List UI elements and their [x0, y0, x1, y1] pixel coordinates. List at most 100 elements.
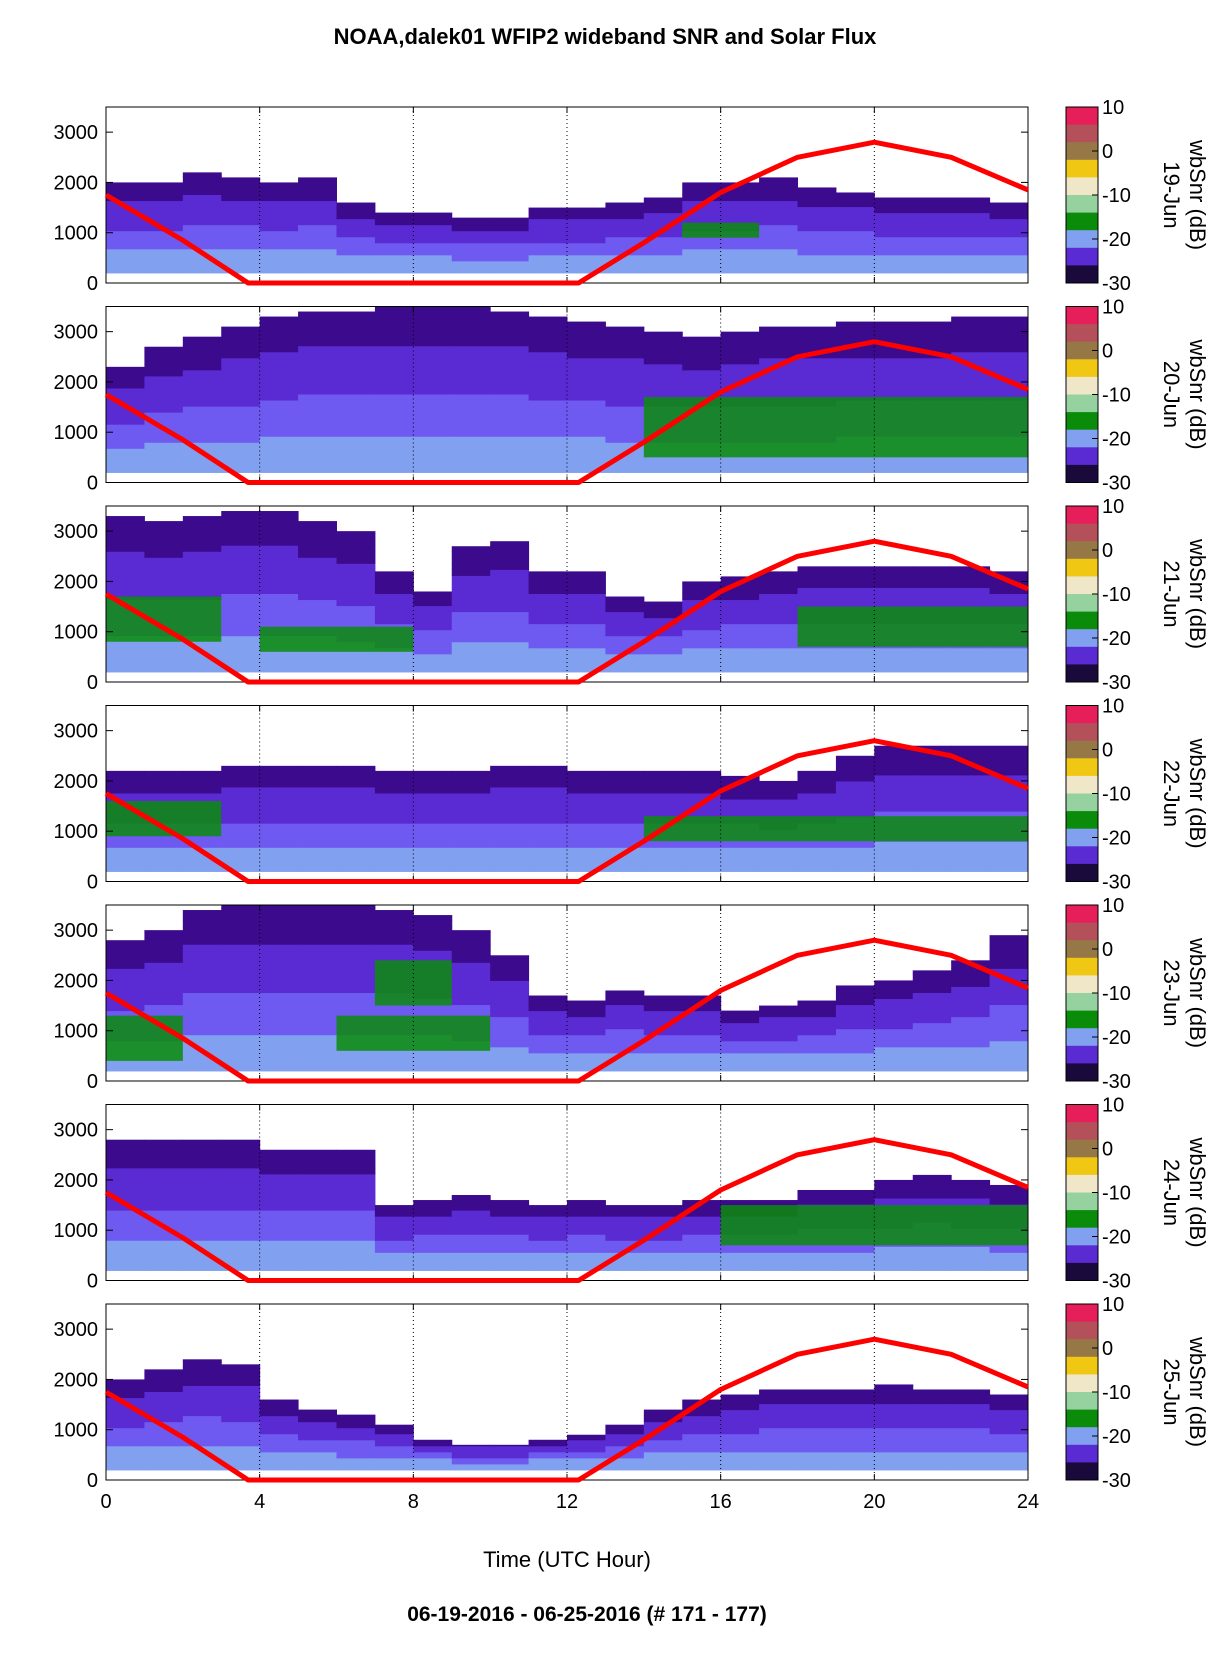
heatmap-cell: [528, 454, 568, 461]
heatmap-cell: [182, 212, 222, 220]
heatmap-cell: [1028, 1210, 1067, 1217]
heatmap-cell: [298, 551, 337, 558]
heatmap-cell: [528, 998, 568, 1006]
heatmap-cell: [951, 260, 991, 268]
heatmap-cell: [605, 345, 645, 353]
heatmap-cell: [1028, 388, 1067, 395]
heatmap-cell: [720, 623, 760, 631]
heatmap-cell: [912, 1064, 952, 1072]
heatmap-cell: [413, 339, 453, 347]
heatmap-cell: [259, 316, 299, 323]
heatmap-cell: [1028, 660, 1067, 667]
heatmap-cell: [451, 448, 491, 455]
heatmap-cell: [682, 345, 722, 353]
heatmap-cell: [259, 224, 299, 232]
heatmap-cell: [144, 962, 184, 969]
heatmap-cell: [144, 182, 184, 189]
heatmap-cell: [259, 908, 299, 915]
heatmap-cell: [413, 641, 453, 649]
heatmap-cell: [528, 811, 568, 818]
heatmap-cell: [912, 859, 952, 866]
heatmap-cell: [336, 333, 376, 341]
heatmap-core: [259, 626, 414, 652]
heatmap-cell: [720, 1022, 760, 1030]
heatmap-cell: [720, 1252, 760, 1259]
heatmap-cell: [221, 998, 261, 1006]
heatmap-cell: [221, 1367, 261, 1374]
heatmap-cell: [298, 1016, 337, 1024]
heatmap-cell: [259, 188, 299, 195]
heatmap-cell: [298, 575, 337, 582]
heatmap-cell: [1028, 424, 1067, 431]
heatmap-cell: [298, 587, 337, 594]
heatmap-cell: [1028, 805, 1067, 812]
heatmap-cell: [374, 266, 414, 274]
heatmap-cell: [989, 339, 1028, 347]
heatmap-cell: [144, 539, 184, 546]
heatmap-cell: [106, 1391, 145, 1399]
heatmap-cell: [298, 418, 337, 425]
heatmap-cell: [605, 774, 645, 782]
heatmap-cell: [451, 823, 491, 830]
heatmap-cell: [336, 980, 376, 987]
heatmap-cell: [874, 1052, 914, 1060]
heatmap-cell: [374, 853, 414, 860]
heatmap-cell: [643, 659, 683, 667]
heatmap-cell: [643, 811, 683, 818]
y-tick-label: 0: [87, 1470, 98, 1492]
heatmap-cell: [413, 1252, 453, 1259]
heatmap-cell: [259, 357, 299, 365]
heatmap-cell: [106, 260, 145, 268]
colorbar-segment: [1066, 274, 1098, 280]
heatmap-cell: [643, 1252, 683, 1259]
heatmap-cell: [528, 1457, 568, 1465]
heatmap-cell: [221, 393, 261, 401]
heatmap-cell: [221, 1403, 261, 1411]
heatmap-cell: [451, 327, 491, 335]
colorbar-tick-label: 10: [1102, 297, 1124, 319]
heatmap-cell: [336, 792, 376, 800]
y-tick-label: 1000: [54, 622, 99, 644]
heatmap-cell: [528, 393, 568, 401]
heatmap-cell: [874, 1439, 914, 1447]
heatmap-cell: [605, 1064, 645, 1072]
heatmap-cell: [797, 460, 837, 467]
heatmap-cell: [528, 659, 568, 667]
heatmap-cell: [682, 351, 722, 359]
heatmap-cell: [759, 1034, 798, 1042]
heatmap-cell: [221, 412, 261, 419]
heatmap-cell: [951, 968, 991, 975]
heatmap: [106, 306, 1067, 473]
heatmap-cell: [182, 521, 222, 528]
heatmap-cell: [298, 430, 337, 437]
heatmap-cell: [759, 786, 798, 794]
colorbar-segment: [1066, 806, 1098, 812]
heatmap-cell: [528, 1046, 568, 1054]
heatmap-cell: [106, 212, 145, 220]
heatmap-cell: [221, 1379, 261, 1386]
colorbar-segment: [1066, 120, 1098, 126]
heatmap-cell: [221, 1463, 261, 1471]
heatmap-cell: [374, 418, 414, 425]
heatmap-cell: [106, 859, 145, 866]
heatmap-cell: [298, 765, 337, 770]
heatmap-cell: [413, 260, 453, 268]
heatmap-cell: [874, 345, 914, 353]
heatmap-cell: [451, 1445, 491, 1453]
colorbar-segment: [1066, 863, 1098, 869]
heatmap-cell: [413, 605, 453, 613]
heatmap-cell: [144, 430, 184, 437]
heatmap-cell: [298, 938, 337, 945]
heatmap-cell: [951, 647, 991, 655]
heatmap-cell: [106, 1058, 145, 1066]
heatmap-cell: [989, 1409, 1028, 1417]
heatmap-cell: [259, 986, 299, 993]
heatmap-cell: [720, 811, 760, 818]
heatmap-cell: [298, 466, 337, 473]
heatmap-cell: [951, 786, 991, 794]
heatmap-cell: [989, 847, 1028, 854]
heatmap-cell: [106, 516, 145, 522]
heatmap-cell: [835, 569, 875, 576]
colorbar-segment: [1066, 611, 1098, 617]
heatmap-cell: [298, 1052, 337, 1060]
